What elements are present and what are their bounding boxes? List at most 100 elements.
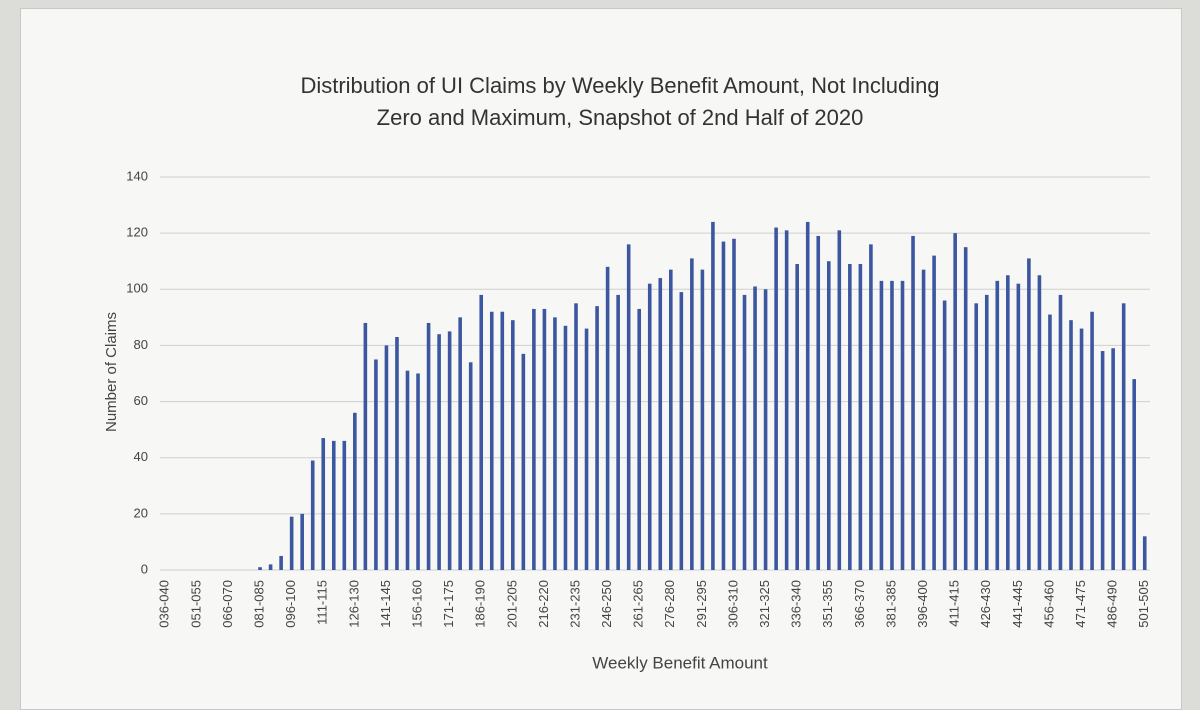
x-tick-label: 471-475	[1073, 580, 1088, 628]
bar	[468, 362, 473, 570]
bar	[289, 516, 294, 570]
x-tick-label: 231-235	[567, 580, 582, 628]
bar	[932, 255, 936, 570]
bar	[563, 325, 568, 570]
x-tick-label: 501-505	[1136, 580, 1151, 628]
chart: Number of Claims Weekly Benefit Amount 0…	[103, 168, 1151, 672]
bar	[890, 280, 894, 570]
bar	[647, 283, 652, 570]
x-tick-label: 351-355	[820, 580, 835, 628]
bar	[500, 311, 505, 570]
bar	[668, 269, 673, 570]
bar	[353, 412, 357, 570]
bar	[805, 221, 810, 570]
bar	[342, 440, 347, 570]
bar	[784, 230, 789, 571]
bar	[521, 353, 526, 570]
x-tick-label: 096-100	[283, 580, 298, 628]
x-tick-label: 156-160	[409, 580, 424, 628]
bar	[395, 337, 399, 570]
x-tick-label: 456-460	[1041, 580, 1056, 628]
x-tick-label: 141-145	[378, 580, 393, 628]
x-tick-label: 066-070	[220, 580, 235, 628]
bar	[1132, 379, 1137, 570]
y-tick-label: 120	[126, 225, 148, 240]
bar	[879, 280, 884, 570]
bar	[658, 278, 663, 570]
x-tick-label: 171-175	[441, 580, 456, 628]
bar	[532, 308, 536, 570]
x-tick-label: 186-190	[473, 580, 488, 628]
x-tick-label: 396-400	[915, 580, 930, 628]
bar	[479, 294, 484, 570]
x-tick-label: 291-295	[694, 580, 709, 628]
bar	[574, 303, 578, 570]
bar	[679, 292, 684, 570]
bar	[1006, 275, 1010, 570]
x-tick-label: 366-370	[852, 580, 867, 628]
bar	[837, 230, 842, 571]
bar	[953, 233, 957, 570]
bar	[489, 311, 494, 570]
x-tick-label: 036-040	[157, 580, 172, 628]
bar	[1048, 314, 1052, 570]
x-tick-label: 246-250	[599, 580, 614, 628]
bar	[721, 241, 726, 571]
x-tick-label: 321-325	[757, 580, 772, 628]
bar	[258, 567, 262, 570]
bar	[1069, 320, 1073, 570]
bar	[700, 269, 705, 570]
x-tick-label: 336-340	[789, 580, 804, 628]
bar	[869, 244, 873, 570]
bar	[921, 269, 926, 570]
y-axis-title: Number of Claims	[103, 312, 120, 432]
chart-title: Distribution of UI Claims by Weekly Bene…	[300, 73, 940, 130]
bar	[816, 235, 821, 570]
bar	[795, 264, 799, 570]
bar	[1142, 536, 1147, 570]
bar	[310, 460, 315, 570]
bar	[900, 280, 905, 570]
bar	[437, 334, 441, 570]
bar	[690, 258, 694, 570]
x-tick-label: 276-280	[662, 580, 677, 628]
bar	[511, 320, 515, 570]
bar	[384, 345, 389, 570]
bar	[826, 261, 831, 570]
bar	[942, 300, 947, 570]
bar	[605, 266, 610, 570]
bar	[374, 359, 378, 570]
bar	[626, 244, 631, 570]
bar	[763, 289, 768, 570]
y-tick-label: 60	[134, 393, 148, 408]
y-tick-label: 80	[134, 337, 148, 352]
y-tick-label: 40	[134, 449, 148, 464]
bar	[458, 317, 462, 570]
bar	[963, 247, 968, 570]
bar	[858, 264, 863, 570]
x-tick-label: 381-385	[883, 580, 898, 628]
bar	[416, 373, 420, 570]
y-tick-label: 100	[126, 281, 148, 296]
x-tick-label: 441-445	[1010, 580, 1025, 628]
bar	[553, 317, 557, 570]
x-tick-label: 201-205	[504, 580, 519, 628]
bar	[405, 370, 410, 570]
x-axis-title: Weekly Benefit Amount	[592, 653, 768, 672]
bar	[331, 440, 336, 570]
bar	[1037, 275, 1042, 570]
x-tick-label: 051-055	[188, 580, 203, 628]
bar	[321, 438, 326, 570]
bar	[300, 513, 304, 570]
bar	[616, 294, 620, 570]
bar	[1100, 351, 1105, 570]
y-tick-label: 140	[126, 168, 148, 183]
bar	[637, 308, 642, 570]
x-tick-label: 261-265	[631, 580, 646, 628]
bar	[1121, 303, 1126, 570]
bar	[995, 280, 1000, 570]
bar	[1090, 311, 1094, 570]
x-tick-label: 216-220	[536, 580, 551, 628]
page: Distribution of UI Claims by Weekly Bene…	[20, 8, 1182, 710]
bar	[1111, 348, 1115, 570]
